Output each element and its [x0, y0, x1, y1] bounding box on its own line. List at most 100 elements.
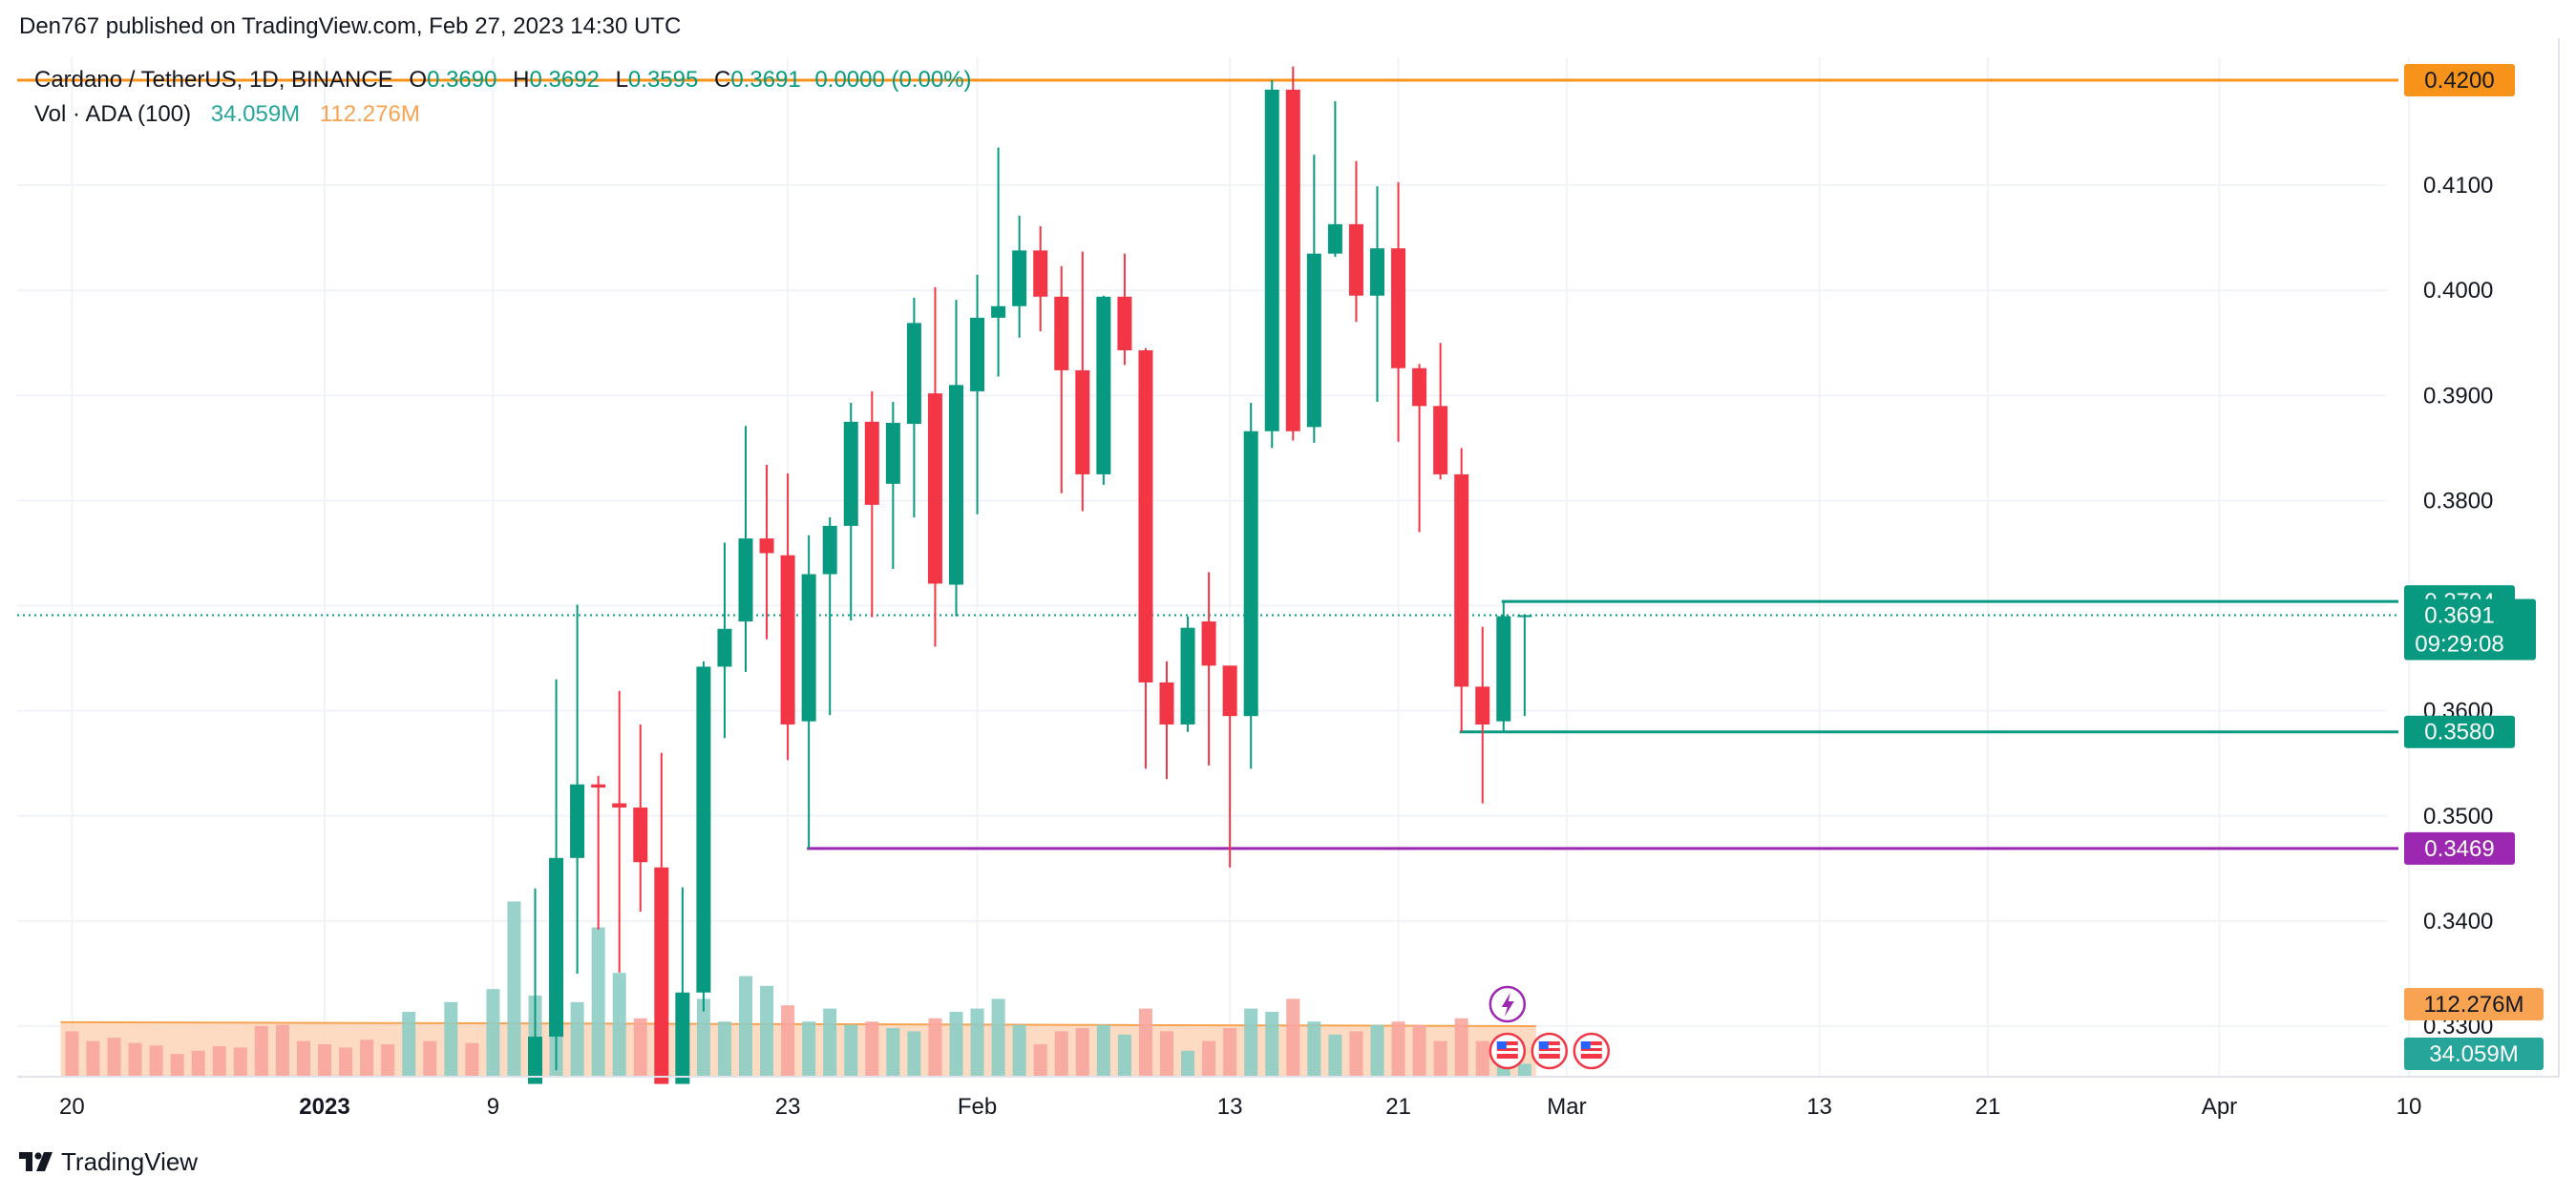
- volume-bar: [760, 985, 774, 1077]
- tradingview-brand: TradingView: [61, 1147, 199, 1176]
- volume-bar: [212, 1046, 226, 1077]
- legend-low-value: 0.3595: [627, 67, 699, 93]
- price-tick-label: 0.3500: [2423, 804, 2493, 830]
- candle-body: [696, 666, 711, 993]
- us-flag-stripe: [1580, 1045, 1602, 1048]
- time-tick-label: 13: [1806, 1094, 1832, 1120]
- bar-countdown-label: 09:29:08: [2415, 631, 2503, 657]
- legend-low-key: L: [615, 67, 628, 93]
- legend-high-key: H: [513, 67, 530, 93]
- time-tick-label: 20: [59, 1094, 85, 1120]
- candle-body: [1264, 89, 1279, 431]
- symbol-legend: Cardano / TetherUS, 1D, BINANCE O0.3690 …: [34, 67, 972, 94]
- volume-bar: [865, 1021, 879, 1077]
- horizontal-levels: [17, 78, 2398, 850]
- legend-title: Cardano / TetherUS, 1D, BINANCE: [34, 67, 393, 93]
- volume-bar: [1012, 1024, 1026, 1077]
- volume-bar: [1181, 1050, 1195, 1077]
- volume-bar: [1160, 1031, 1173, 1077]
- time-tick-label: Apr: [2202, 1094, 2237, 1120]
- publisher-caption: Den767 published on TradingView.com, Feb…: [19, 13, 682, 39]
- volume-bar: [591, 927, 605, 1077]
- legend-open-key: O: [409, 67, 428, 93]
- volume-bar: [1454, 1018, 1468, 1077]
- price-tick-label: 0.3900: [2423, 383, 2493, 409]
- tradingview-logo-icon: [19, 1151, 53, 1171]
- level-label-range-bottom: 0.3580: [2424, 720, 2494, 746]
- volume-bar: [633, 1018, 647, 1077]
- volume-bar: [570, 1001, 584, 1077]
- volume-bar: [928, 1018, 942, 1077]
- volume-bar: [949, 1012, 963, 1077]
- time-tick-label: 9: [487, 1094, 499, 1120]
- volume-bar: [1517, 1063, 1531, 1077]
- volume-bar: [1033, 1044, 1047, 1077]
- candle-body: [1454, 473, 1469, 687]
- volume-bar: [907, 1031, 921, 1077]
- candle-body: [1412, 368, 1427, 407]
- volume-bar: [128, 1042, 142, 1077]
- volume-bar: [1138, 1008, 1152, 1077]
- candle-body: [1138, 349, 1153, 682]
- volume-bar: [717, 1021, 731, 1077]
- candle-body: [654, 867, 669, 1084]
- volume-legend-label: Vol · ADA (100): [34, 101, 192, 127]
- last-price-label: 0.3691: [2424, 602, 2494, 628]
- volume-bar: [233, 1047, 247, 1077]
- legend-change: 0.0000 (0.00%): [814, 67, 972, 93]
- price-labels: 0.42000.35800.34690.37040.369109:29:0811…: [2404, 64, 2544, 1070]
- volume-bar: [360, 1040, 374, 1077]
- candle-body: [1012, 250, 1027, 306]
- candle-body: [843, 421, 858, 526]
- tradingview-logo[interactable]: TradingView: [19, 1147, 198, 1177]
- last-price-label-bg: [2404, 598, 2536, 661]
- candle-body: [906, 323, 921, 425]
- candle-body: [1054, 296, 1069, 370]
- volume-legend-value: 34.059M: [210, 101, 301, 127]
- volume-bar: [1117, 1034, 1131, 1077]
- event-markers: [1489, 985, 1611, 1070]
- candle-body: [1243, 430, 1258, 717]
- candle-body: [591, 784, 606, 788]
- us-flag-stripe: [1580, 1051, 1602, 1054]
- volume-bar: [1202, 1040, 1216, 1077]
- volume-last-label-bg: [2404, 1038, 2544, 1070]
- volume-bar: [1475, 1040, 1489, 1077]
- volume-bar: [465, 1042, 479, 1077]
- volume-bar: [318, 1044, 331, 1077]
- us-flag-stripe: [1538, 1051, 1560, 1054]
- volume-legend: Vol · ADA (100) 34.059M 112.276M: [34, 101, 420, 128]
- time-tick-label: 2023: [299, 1094, 349, 1120]
- volume-bar: [1328, 1034, 1342, 1077]
- volume-bar: [65, 1031, 79, 1077]
- volume-bar: [149, 1045, 163, 1077]
- volume-bar: [991, 998, 1005, 1077]
- candle-body: [970, 317, 985, 391]
- volume-bar: [275, 1024, 289, 1077]
- us-flag-stripe: [1538, 1045, 1560, 1048]
- volume-last-label: 34.059M: [2429, 1041, 2518, 1067]
- candle-body: [780, 555, 795, 724]
- volume-bar: [86, 1040, 100, 1077]
- volume-bar: [1286, 998, 1300, 1077]
- candle-body: [1391, 248, 1406, 368]
- candle-body: [1033, 250, 1048, 297]
- candle-body: [1327, 223, 1342, 254]
- volume-bar: [381, 1044, 395, 1077]
- volume-bar: [886, 1028, 900, 1077]
- volume-bar: [844, 1024, 858, 1077]
- candlesticks: [528, 66, 1532, 1084]
- price-tick-label: 0.4100: [2423, 173, 2493, 199]
- volume-bar: [1433, 1040, 1447, 1077]
- candle-body: [612, 803, 627, 808]
- price-chart[interactable]: 0.33000.34000.35000.36000.38000.39000.40…: [0, 0, 2576, 1126]
- candle-body: [1117, 296, 1132, 350]
- candle-body: [927, 393, 942, 584]
- volume-bar: [1075, 1028, 1089, 1077]
- volume-bar: [170, 1054, 184, 1077]
- volume-bar: [423, 1040, 437, 1077]
- candle-body: [1348, 223, 1363, 296]
- candle-body: [1370, 248, 1384, 296]
- time-tick-label: Feb: [958, 1094, 997, 1120]
- volume-bar: [781, 1005, 795, 1077]
